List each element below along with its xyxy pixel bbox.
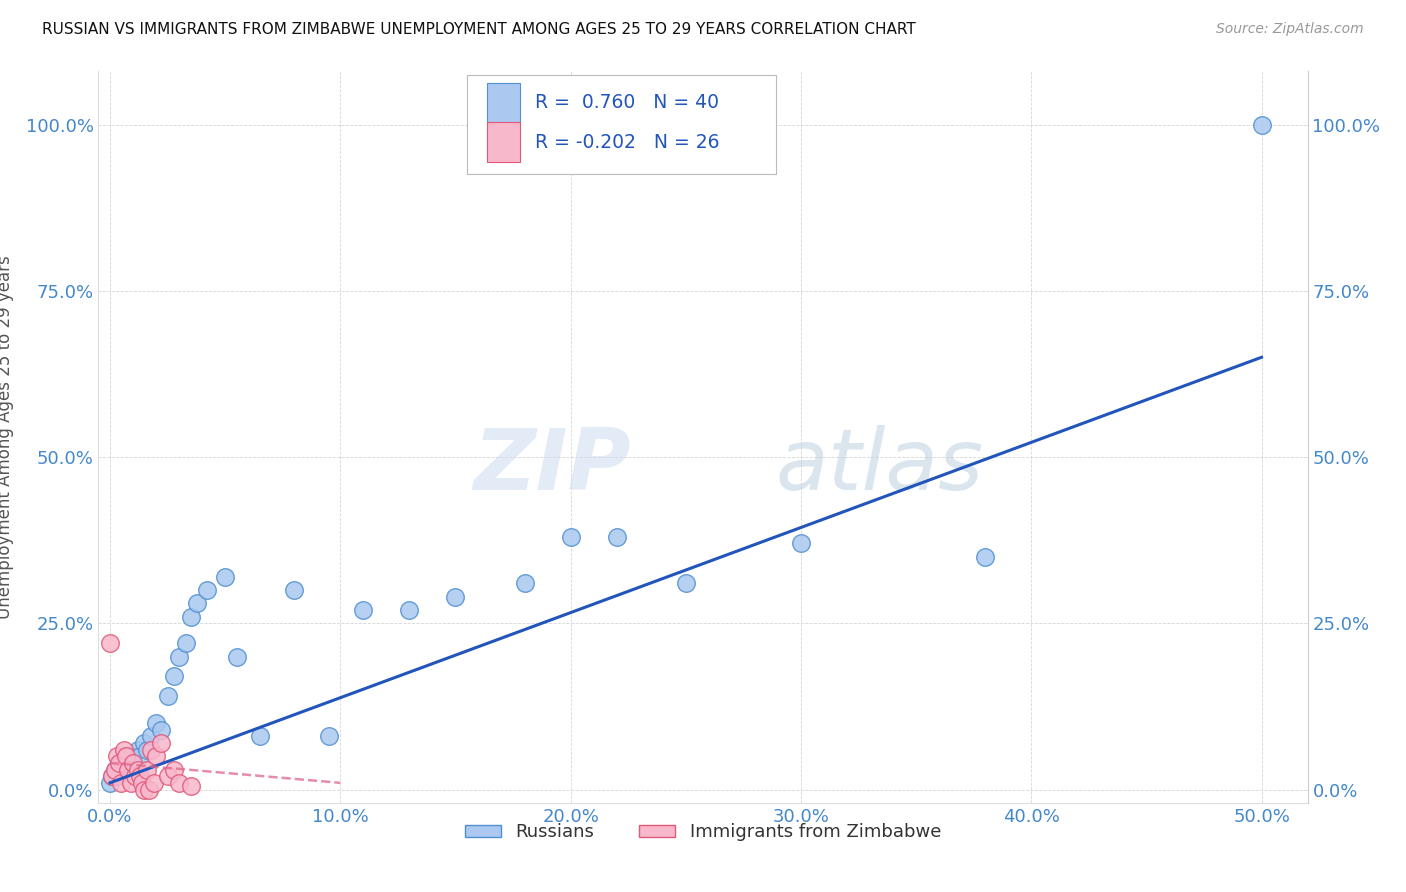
Point [149, 736, 172, 750]
Point [513, 576, 536, 591]
Point [145, 749, 167, 764]
Point [101, 769, 124, 783]
Text: Source: ZipAtlas.com: Source: ZipAtlas.com [1216, 22, 1364, 37]
Point [124, 769, 146, 783]
Point [108, 756, 131, 770]
Point [127, 763, 149, 777]
Point [120, 776, 142, 790]
Point [163, 669, 186, 683]
Point [112, 756, 135, 770]
Point [606, 530, 628, 544]
Point [398, 603, 420, 617]
Point [283, 582, 305, 597]
Point [675, 576, 697, 591]
Point [249, 729, 271, 743]
Point [101, 769, 124, 783]
Point [122, 756, 145, 770]
Point [974, 549, 997, 564]
Point [110, 776, 132, 790]
Point [174, 636, 197, 650]
Point [186, 596, 208, 610]
Point [318, 729, 340, 743]
FancyBboxPatch shape [486, 83, 520, 123]
Point [131, 776, 153, 790]
Point [167, 776, 190, 790]
Text: atlas: atlas [776, 425, 984, 508]
Point [110, 763, 132, 777]
Point [142, 776, 165, 790]
FancyBboxPatch shape [486, 122, 520, 162]
Point [120, 749, 142, 764]
Point [105, 769, 128, 783]
Point [156, 769, 179, 783]
Point [105, 749, 128, 764]
Point [138, 782, 160, 797]
Point [98, 776, 121, 790]
Point [115, 749, 138, 764]
Point [1250, 118, 1272, 132]
Point [122, 756, 145, 770]
Point [117, 763, 139, 777]
Text: R = -0.202   N = 26: R = -0.202 N = 26 [534, 133, 720, 152]
Point [141, 742, 163, 756]
Point [163, 763, 186, 777]
Point [180, 609, 202, 624]
Point [135, 742, 157, 756]
Point [134, 736, 156, 750]
Point [352, 603, 374, 617]
Point [112, 742, 135, 756]
Point [560, 530, 582, 544]
Point [156, 690, 179, 704]
Point [117, 763, 139, 777]
Point [145, 716, 167, 731]
Point [149, 723, 172, 737]
Point [134, 782, 156, 797]
Point [195, 582, 218, 597]
Text: ZIP: ZIP [472, 425, 630, 508]
Point [108, 756, 131, 770]
Point [444, 590, 467, 604]
Point [103, 763, 125, 777]
Point [790, 536, 813, 550]
Point [167, 649, 190, 664]
Legend: Russians, Immigrants from Zimbabwe: Russians, Immigrants from Zimbabwe [457, 816, 949, 848]
Point [214, 570, 236, 584]
Point [128, 769, 150, 783]
Point [225, 649, 247, 664]
Point [135, 763, 157, 777]
Y-axis label: Unemployment Among Ages 25 to 29 years: Unemployment Among Ages 25 to 29 years [0, 255, 14, 619]
Text: R =  0.760   N = 40: R = 0.760 N = 40 [534, 94, 718, 112]
Point [127, 742, 149, 756]
Point [115, 749, 138, 764]
Point [141, 729, 163, 743]
Text: RUSSIAN VS IMMIGRANTS FROM ZIMBABWE UNEMPLOYMENT AMONG AGES 25 TO 29 YEARS CORRE: RUSSIAN VS IMMIGRANTS FROM ZIMBABWE UNEM… [42, 22, 915, 37]
Point [98, 636, 121, 650]
Point [180, 779, 202, 793]
Point [103, 763, 125, 777]
FancyBboxPatch shape [467, 75, 776, 174]
Point [128, 749, 150, 764]
